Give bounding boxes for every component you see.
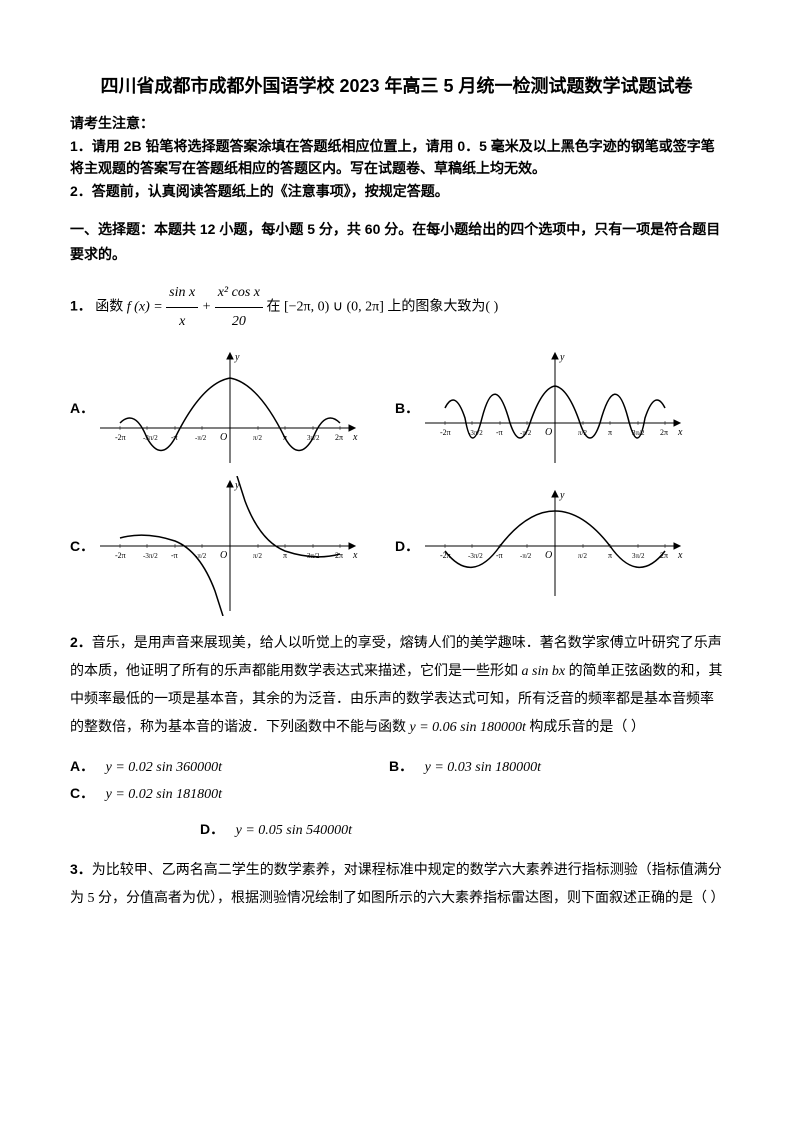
q2-labelB: B．: [389, 758, 413, 774]
q3-text: 为比较甲、乙两名高二学生的数学素养，对课程标准中规定的数学六大素养进行指标测验（…: [70, 863, 725, 906]
svg-text:x: x: [352, 550, 358, 561]
svg-text:-π/2: -π/2: [195, 434, 207, 442]
q1-frac1-den: x: [166, 308, 198, 336]
q1-plus: +: [202, 300, 215, 315]
q1-frac2-den: 20: [215, 308, 263, 336]
svg-text:-π: -π: [171, 433, 178, 442]
svg-text:O: O: [220, 550, 227, 561]
svg-text:-π: -π: [171, 551, 178, 560]
svg-text:-3π/2: -3π/2: [468, 429, 483, 437]
svg-text:-2π: -2π: [115, 551, 126, 560]
svg-text:O: O: [220, 432, 227, 443]
q2-text3: 构成乐音的是（ ）: [526, 720, 645, 735]
chart-b: y x O -2π -3π/2 -π -π/2 π/2 π 3π/2 2π: [420, 348, 690, 468]
svg-text:y: y: [234, 352, 240, 363]
question-1: 1． 函数 f (x) = sin x x + x² cos x 20 在 [−…: [70, 279, 723, 336]
svg-text:-2π: -2π: [440, 428, 451, 437]
svg-text:π/2: π/2: [578, 429, 587, 437]
svg-text:y: y: [559, 352, 565, 363]
q2-optD: y = 0.05 sin 540000t: [236, 823, 352, 838]
svg-text:π/2: π/2: [253, 434, 262, 442]
svg-text:-3π/2: -3π/2: [143, 434, 158, 442]
question-3: 3．为比较甲、乙两名高二学生的数学素养，对课程标准中规定的数学六大素养进行指标测…: [70, 855, 723, 913]
q1-frac1-num: sin x: [166, 279, 198, 308]
instructions-line1: 1．请用 2B 铅笔将选择题答案涂填在答题纸相应位置上，请用 0．5 毫米及以上…: [70, 135, 723, 180]
q2-optB: y = 0.03 sin 180000t: [425, 760, 541, 775]
svg-text:-2π: -2π: [440, 551, 451, 560]
q1-num: 1．: [70, 298, 92, 314]
svg-text:-2π: -2π: [115, 433, 126, 442]
q2-options-row2: D． y = 0.05 sin 540000t: [70, 817, 723, 843]
q2-options-row1: A． y = 0.02 sin 360000t B． y = 0.03 sin …: [70, 754, 723, 806]
svg-text:π: π: [283, 551, 287, 560]
svg-text:π: π: [283, 433, 287, 442]
question-2: 2．音乐，是用声音来展现美，给人以听觉上的享受，熔铸人们的美学趣味．著名数学家傅…: [70, 628, 723, 742]
chart-row-2: C． y x O -2π -3π/2 -π -π/2 π: [70, 476, 723, 616]
svg-text:3π/2: 3π/2: [307, 552, 320, 560]
svg-text:2π: 2π: [660, 551, 668, 560]
q1-label-c: C．: [70, 534, 95, 559]
svg-text:π/2: π/2: [253, 552, 262, 560]
svg-text:2π: 2π: [335, 551, 343, 560]
chart-d: y x O -2π -3π/2 -π -π/2 π/2 π 3π/2 2π: [420, 486, 690, 606]
svg-text:x: x: [677, 550, 683, 561]
q2-labelA: A．: [70, 758, 94, 774]
q1-domain: 在 [−2π, 0) ∪ (0, 2π] 上的图象大致为( ): [266, 300, 498, 315]
svg-text:O: O: [545, 427, 552, 438]
svg-text:-π/2: -π/2: [520, 552, 532, 560]
svg-text:x: x: [677, 427, 683, 438]
svg-text:-π: -π: [496, 428, 503, 437]
q2-optA: y = 0.02 sin 360000t: [106, 760, 222, 775]
svg-text:3π/2: 3π/2: [632, 429, 645, 437]
q3-num: 3．: [70, 861, 92, 877]
q2-labelD: D．: [200, 821, 224, 837]
svg-text:O: O: [545, 550, 552, 561]
q1-label-d: D．: [395, 534, 420, 559]
q2-formula1: a sin bx: [522, 664, 566, 679]
q1-frac2-num: x² cos x: [215, 279, 263, 308]
svg-text:-π/2: -π/2: [195, 552, 207, 560]
svg-text:3π/2: 3π/2: [307, 434, 320, 442]
svg-text:-3π/2: -3π/2: [468, 552, 483, 560]
svg-text:3π/2: 3π/2: [632, 552, 645, 560]
svg-text:y: y: [559, 490, 565, 501]
q2-labelC: C．: [70, 785, 94, 801]
q2-formula2: y = 0.06 sin 180000t: [410, 720, 526, 735]
chart-a: y x O -2π -3π/2 -π -π/2 π/2 π 3π/2 2π: [95, 348, 365, 468]
q2-num: 2．: [70, 634, 92, 650]
q1-label-b: B．: [395, 396, 420, 421]
svg-text:2π: 2π: [660, 428, 668, 437]
svg-text:-π/2: -π/2: [520, 429, 532, 437]
q1-prefix: 函数: [95, 300, 123, 315]
instructions-line2: 2．答题前，认真阅读答题纸上的《注意事项》，按规定答题。: [70, 180, 723, 202]
svg-text:-3π/2: -3π/2: [143, 552, 158, 560]
chart-row-1: A． y x O -2π -3π/2 -π -π/2 π/2 π: [70, 348, 723, 468]
section1-header: 一、选择题：本题共 12 小题，每小题 5 分，共 60 分。在每小题给出的四个…: [70, 217, 723, 267]
svg-text:2π: 2π: [335, 433, 343, 442]
chart-c: y x O -2π -3π/2 -π -π/2 π/2 π 3π/2 2π: [95, 476, 365, 616]
svg-text:π: π: [608, 551, 612, 560]
q2-optC: y = 0.02 sin 181800t: [106, 787, 222, 802]
q1-label-a: A．: [70, 396, 95, 421]
q1-frac1: sin x x: [166, 279, 198, 336]
instructions-block: 请考生注意： 1．请用 2B 铅笔将选择题答案涂填在答题纸相应位置上，请用 0．…: [70, 112, 723, 202]
svg-text:-π: -π: [496, 551, 503, 560]
svg-text:π: π: [608, 428, 612, 437]
svg-text:π/2: π/2: [578, 552, 587, 560]
svg-text:x: x: [352, 432, 358, 443]
q1-frac2: x² cos x 20: [215, 279, 263, 336]
q1-func-label: f (x) =: [127, 300, 163, 315]
instructions-header: 请考生注意：: [70, 112, 723, 134]
page-title: 四川省成都市成都外国语学校 2023 年高三 5 月统一检测试题数学试题试卷: [70, 70, 723, 102]
svg-text:y: y: [234, 480, 240, 491]
